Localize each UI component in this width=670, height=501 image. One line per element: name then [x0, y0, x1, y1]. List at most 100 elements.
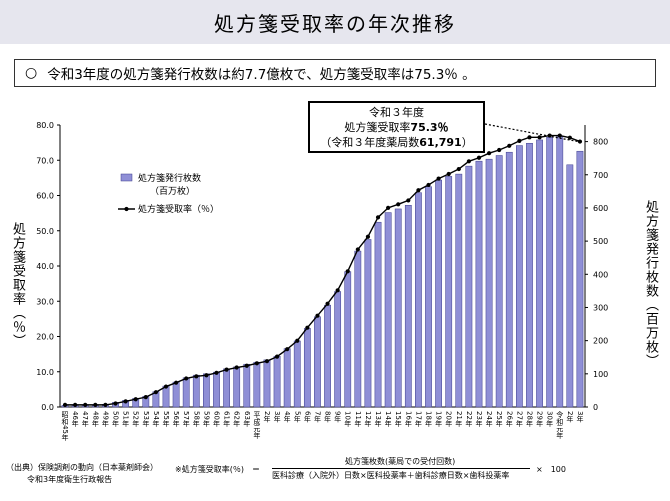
x-tick-label: 53年 — [142, 411, 150, 428]
bar — [435, 179, 442, 408]
bar — [526, 142, 533, 408]
left-tick-label: 10.0 — [36, 368, 54, 377]
rate-point — [62, 402, 68, 407]
bar — [243, 363, 251, 408]
x-tick-label: 11年 — [354, 411, 362, 428]
rate-point — [305, 325, 310, 330]
rate-point — [567, 135, 572, 140]
rate-point — [83, 402, 88, 407]
x-tick-label: 2年 — [263, 411, 271, 424]
callout-rate-value: 75.3％ — [410, 121, 449, 134]
x-tick-label: 昭和45年 — [61, 411, 69, 442]
x-tick-label: 平成元年 — [253, 411, 261, 440]
rate-point — [416, 188, 421, 193]
callout-rate-label: 処方箋受取率 — [344, 121, 411, 134]
bar — [203, 373, 210, 408]
left-tick-label: 40.0 — [36, 262, 54, 271]
callout-line3: （令和３年度薬局数61,791） — [310, 135, 483, 150]
x-tick-label: 55年 — [162, 411, 170, 428]
right-tick-label: 500 — [593, 237, 608, 246]
bar — [354, 250, 362, 408]
left-tick-label: 30.0 — [36, 297, 54, 306]
right-tick-label: 700 — [593, 171, 608, 180]
rate-point — [143, 395, 148, 400]
bar — [273, 355, 281, 408]
page-title: 処方箋受取率の年次推移 — [214, 11, 456, 36]
left-axis-title: 処方箋受取率（％） — [10, 222, 25, 348]
callout-pharmacy-value: 61,791 — [419, 136, 462, 149]
rate-point — [123, 399, 128, 404]
x-tick-label: 49年 — [101, 411, 109, 428]
rate-point — [133, 397, 138, 402]
x-tick-label: 24年 — [485, 411, 493, 428]
bar — [505, 151, 513, 408]
x-tick-label: 51年 — [122, 411, 130, 428]
rate-point — [426, 182, 431, 188]
callout-line1: 令和３年度 — [369, 106, 424, 119]
bar — [384, 212, 392, 408]
rate-point — [234, 365, 239, 370]
rate-point — [537, 135, 542, 140]
rate-point — [285, 347, 290, 352]
bar — [192, 374, 200, 408]
bar — [566, 164, 574, 408]
bar — [415, 192, 422, 408]
rate-line — [65, 134, 581, 406]
left-tick-label: 60.0 — [36, 192, 54, 201]
left-tick-label: 20.0 — [36, 333, 54, 342]
x-tick-label: 48年 — [91, 411, 99, 428]
callout-close: ） — [461, 136, 473, 149]
bar — [283, 348, 291, 408]
x-tick-label: 17年 — [414, 411, 422, 428]
bar — [263, 359, 271, 408]
rate-point — [73, 402, 78, 407]
rate-point — [113, 401, 118, 406]
x-tick-label: 29年 — [536, 411, 544, 428]
x-tick-label: 58年 — [192, 411, 200, 428]
x-tick-label: 25年 — [495, 411, 503, 428]
legend-bar-unit: （百万枚） — [150, 185, 195, 197]
rate-point — [345, 269, 350, 274]
left-tick-label: 0.0 — [41, 403, 54, 412]
bar — [324, 304, 331, 408]
bar — [495, 155, 503, 408]
rate-point — [194, 374, 199, 379]
bar — [182, 377, 190, 408]
bar — [162, 385, 170, 408]
rate-point — [295, 338, 300, 343]
bar — [455, 173, 463, 408]
source-note-2: 令和3年度衛生行政報告 — [27, 475, 113, 484]
bar — [576, 150, 584, 408]
x-tick-label: 50年 — [112, 411, 120, 428]
right-tick-label: 100 — [593, 370, 608, 379]
rate-point — [103, 402, 108, 407]
formula-fraction-line — [272, 468, 530, 469]
rate-point — [456, 166, 461, 172]
x-tick-label: 18年 — [425, 411, 433, 428]
x-tick-label: 14年 — [384, 411, 392, 428]
x-tick-label: 9年 — [334, 411, 342, 424]
x-tick-label: 4年 — [283, 411, 291, 424]
x-tick-label: 10年 — [344, 411, 352, 428]
rate-point — [527, 135, 532, 140]
bar — [475, 160, 483, 408]
x-tick-label: 21年 — [455, 411, 463, 428]
bar — [213, 371, 220, 408]
rate-point — [396, 202, 401, 207]
bar — [253, 361, 261, 408]
title-bar: 処方箋受取率の年次推移 — [0, 0, 670, 44]
right-tick-label: 800 — [593, 138, 608, 147]
formula-numerator: 処方箋枚数(薬局での受付回数) — [345, 457, 456, 466]
rate-point — [163, 384, 169, 389]
bar — [374, 221, 382, 408]
bar — [394, 208, 402, 408]
legend-line-marker — [124, 206, 129, 212]
callout-leader — [484, 123, 579, 143]
rate-point — [335, 288, 340, 293]
x-tick-label: 28年 — [525, 411, 533, 428]
rate-point — [486, 151, 492, 156]
x-tick-label: 12年 — [364, 411, 372, 428]
bar — [515, 145, 523, 408]
summary-box: ○ 令和3年度の処方箋発行枚数は約7.7億枚で、処方箋受取率は75.3％ 。 — [14, 59, 656, 87]
rate-point — [446, 171, 451, 177]
